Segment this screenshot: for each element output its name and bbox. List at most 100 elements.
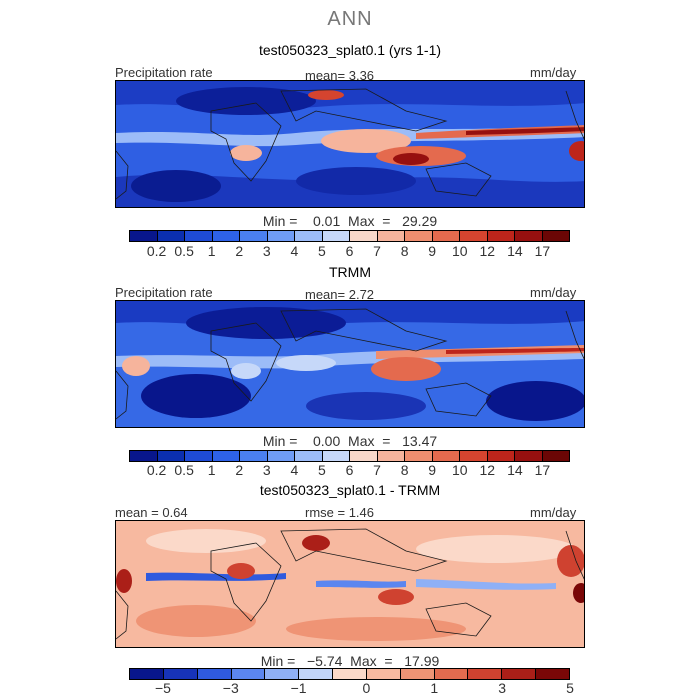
panel3-south-atlantic-wet [136,605,256,637]
panel1-south-america-coast [116,150,129,200]
panel3-colorbar-swatch [197,669,232,679]
panel2-colorbar-swatch [240,451,268,461]
panel2-colorbar [129,450,570,462]
panel3-colorbar-swatch [333,669,367,679]
panel2-colorbar-swatch [130,451,158,461]
panel2-mean-label: mean= 2.72 [305,287,375,302]
panel3-heatmap [116,521,584,647]
panel1-tick-label: 4 [290,243,299,259]
panel1-colorbar-swatch [515,231,543,241]
panel2-south-america-coast [116,370,129,420]
panel3-himalaya-excess [302,535,330,551]
panel2-colorbar-swatch [322,451,350,461]
panel1-colorbar-swatch [240,231,268,241]
panel2-tick-label: 12 [479,462,496,478]
panel2-indian-dry [306,392,426,420]
panel3-pacific-dry [416,579,556,590]
panel1-title: test050323_splat0.1 (yrs 1-1) [258,42,442,58]
panel3-tick-label: 0 [362,680,371,696]
panel1-africa-coast [210,102,282,182]
panel2-units-label: mm/day [530,285,577,300]
panel2-tick-label: 7 [373,462,381,478]
panel3-maritime-excess [378,589,414,605]
panel2-congo-rain [231,363,261,379]
figure-title: ANN [327,8,373,30]
panel2-maritime-continent [371,357,441,381]
panel2-heatmap [116,301,584,427]
panel3-africa-excess [227,563,255,579]
panel3-colorbar-swatch [265,669,300,679]
panel2-min-max: Min = 0.00 Max = 13.47 [262,433,438,449]
panel1-colorbar-swatch [460,231,488,241]
panel3-indian-dry [316,580,406,588]
panel1-colorbar-swatch [432,231,460,241]
panel2-tick-label: 4 [290,462,299,478]
panel1-colorbar-swatch [322,231,350,241]
panel3-colorbar-swatch [130,669,164,679]
panel3-asia-coast [280,528,448,572]
panel2-colorbar-swatch [377,451,405,461]
panel1-tick-label: 5 [318,243,326,259]
panel2-title: TRMM [329,264,371,280]
panel1-left-label: Precipitation rate [115,65,213,80]
panel3-title: test050323_splat0.1 - TRMM [259,482,441,498]
panel3-colorbar-swatch [502,669,537,679]
panel2-colorbar-swatch [405,451,433,461]
panel3-mean-label: mean = 0.64 [115,505,188,520]
panel2-tick-label: 1 [207,462,216,478]
panel2-tick-label: 9 [428,462,437,478]
panel1-tick-label: 3 [262,243,271,259]
panel1-colorbar [129,230,570,242]
panel1-colorbar-swatch [212,231,240,241]
panel3-units-label: mm/day [530,505,577,520]
panel3-tick-label: −1 [290,680,307,696]
panel2-colorbar-swatch [267,451,295,461]
panel1-southatlantic-dry [131,170,221,202]
panel2-pacific-itcz-core [446,348,584,354]
panel3-north-atlantic-small [146,529,266,553]
panel2-southeast-pacific-dry [486,381,584,421]
panel3-south-america-coast [116,590,129,640]
panel3-colorbar-swatch [468,669,503,679]
panel2-africa-coast [210,322,282,402]
panel3-tick-label: 1 [430,680,439,696]
panel1-asia-coast [280,88,448,132]
panel2-tick-label: 17 [534,462,551,478]
panel3-africa-coast [210,542,282,622]
panel2-colorbar-swatch [157,451,185,461]
panel1-min-max: Min = 0.01 Max = 29.29 [262,213,438,229]
panel2-tick-label: 3 [262,462,271,478]
panel1-tick-label: 12 [479,243,496,259]
panel3-tick-label: 3 [498,680,507,696]
panel2-asia-coast [280,308,448,352]
panel1-indian-dry [296,167,416,195]
panel2-colorbar-swatch [542,451,569,461]
panel1-indian-ocean-rain [321,129,411,153]
panel3-colorbar-swatch [400,669,435,679]
panel1-tick-label: 14 [507,243,523,259]
panel1-colorbar-swatch [130,231,158,241]
panel3-map [115,520,585,648]
panel1-tick-label: 1 [207,243,216,259]
panel2-tick-label: 8 [400,462,409,478]
panel1-colorbar-swatch [295,231,323,241]
panel2-sahara-dry [186,307,346,339]
panel2-tick-label: 6 [345,462,354,478]
panel2-left-label: Precipitation rate [115,285,213,300]
panel3-rmse-label: rmse = 1.46 [305,505,375,520]
panel1-heatmap [116,81,584,207]
panel2-colorbar-swatch [487,451,515,461]
panel2-tick-label: 10 [451,462,468,478]
panel3-colorbar-swatch [299,669,334,679]
panel3-colorbar-swatch [536,669,569,679]
panel1-sahara-dry [176,87,316,115]
panel3-andes-excess [573,583,584,603]
panel2-colorbar-swatch [212,451,240,461]
panel1-tick-label: 9 [428,243,437,259]
panel3-colorbar-swatch [163,669,198,679]
panel2-colorbar-swatch [295,451,323,461]
panel1-tick-label: 6 [345,243,354,259]
panel2-colorbar-ticks: 0.2 0.5 1 2 3 4 5 6 7 8 9 10 12 14 17 [129,462,570,480]
panel2-southatlantic-dry [141,374,251,418]
panel2-amazon-rain [122,356,150,376]
